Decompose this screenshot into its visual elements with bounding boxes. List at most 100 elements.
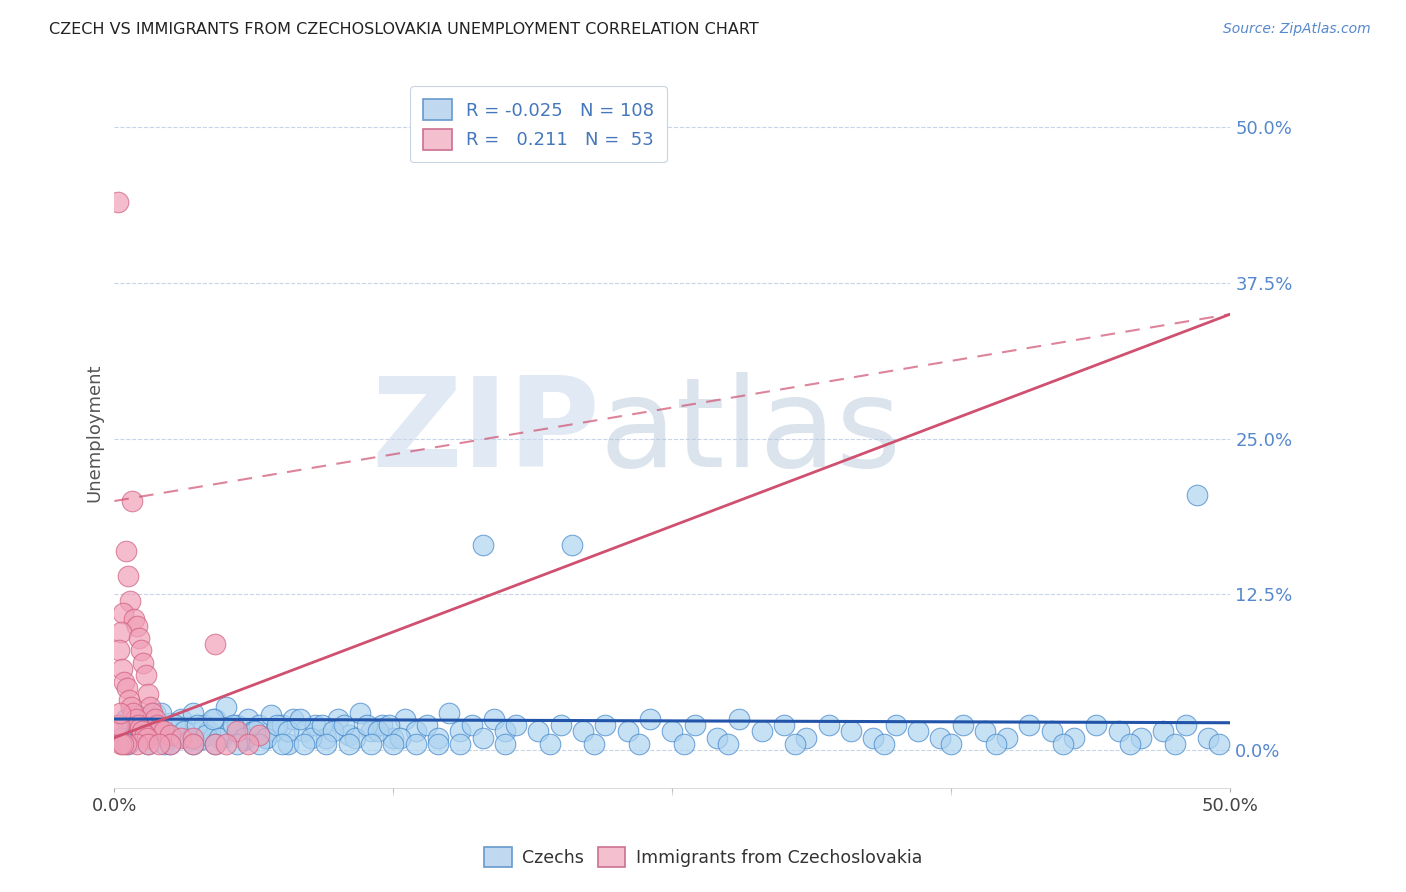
Point [174, 731, 197, 745]
Point [193, 718, 215, 732]
Point [141, 706, 163, 720]
Point [550, 718, 572, 732]
Point [929, 731, 952, 745]
Point [124, 612, 146, 626]
Point [135, 668, 157, 682]
Point [136, 737, 159, 751]
Point [118, 593, 141, 607]
Point [152, 737, 174, 751]
Point [1185, 488, 1208, 502]
Point [494, 737, 516, 751]
Point [1208, 737, 1230, 751]
Point [136, 737, 159, 751]
Point [110, 624, 132, 639]
Point [108, 643, 131, 657]
Point [817, 718, 839, 732]
Point [1085, 718, 1108, 732]
Point [194, 728, 217, 742]
Point [482, 712, 505, 726]
Point [128, 631, 150, 645]
Y-axis label: Unemployment: Unemployment [86, 363, 103, 501]
Point [243, 724, 266, 739]
Point [311, 718, 333, 732]
Point [785, 737, 807, 751]
Point [394, 712, 416, 726]
Point [416, 718, 439, 732]
Point [179, 733, 201, 747]
Point [266, 718, 288, 732]
Point [159, 737, 181, 751]
Point [706, 731, 728, 745]
Point [121, 718, 143, 732]
Point [148, 737, 170, 751]
Text: CZECH VS IMMIGRANTS FROM CZECHOSLOVAKIA UNEMPLOYMENT CORRELATION CHART: CZECH VS IMMIGRANTS FROM CZECHOSLOVAKIA … [49, 22, 759, 37]
Point [449, 737, 471, 751]
Point [304, 718, 326, 732]
Point [110, 731, 132, 745]
Point [132, 718, 155, 732]
Point [907, 724, 929, 739]
Point [108, 706, 131, 720]
Point [862, 731, 884, 745]
Point [226, 724, 249, 739]
Point [427, 731, 450, 745]
Point [627, 737, 650, 751]
Point [129, 643, 152, 657]
Point [120, 699, 142, 714]
Text: Source: ZipAtlas.com: Source: ZipAtlas.com [1223, 22, 1371, 37]
Point [333, 718, 356, 732]
Point [773, 718, 796, 732]
Point [222, 718, 245, 732]
Point [215, 699, 238, 714]
Point [1108, 724, 1130, 739]
Point [238, 737, 260, 751]
Point [170, 731, 193, 745]
Point [572, 724, 595, 739]
Point [494, 724, 516, 739]
Point [208, 731, 231, 745]
Point [152, 724, 174, 739]
Point [1197, 731, 1219, 745]
Point [105, 718, 128, 732]
Point [127, 718, 149, 732]
Point [405, 724, 427, 739]
Point [186, 718, 208, 732]
Point [595, 718, 617, 732]
Point [254, 731, 277, 745]
Point [148, 721, 170, 735]
Point [337, 728, 360, 742]
Point [170, 712, 193, 726]
Point [197, 724, 219, 739]
Point [166, 728, 188, 742]
Point [367, 724, 389, 739]
Point [159, 728, 181, 742]
Point [226, 737, 249, 751]
Point [148, 721, 170, 735]
Point [1119, 737, 1142, 751]
Point [181, 737, 204, 751]
Point [360, 724, 382, 739]
Point [873, 737, 896, 751]
Point [159, 737, 181, 751]
Point [211, 731, 233, 745]
Point [281, 712, 304, 726]
Point [135, 731, 157, 745]
Point [277, 737, 299, 751]
Point [112, 737, 135, 751]
Point [437, 706, 460, 720]
Point [382, 737, 405, 751]
Point [204, 737, 226, 751]
Point [839, 724, 862, 739]
Point [952, 718, 974, 732]
Point [249, 728, 271, 742]
Point [125, 708, 148, 723]
Point [344, 731, 367, 745]
Point [139, 724, 162, 739]
Point [292, 737, 315, 751]
Point [132, 656, 155, 670]
Point [389, 731, 412, 745]
Point [117, 737, 139, 751]
Point [270, 718, 292, 732]
Point [995, 731, 1018, 745]
Point [794, 731, 817, 745]
